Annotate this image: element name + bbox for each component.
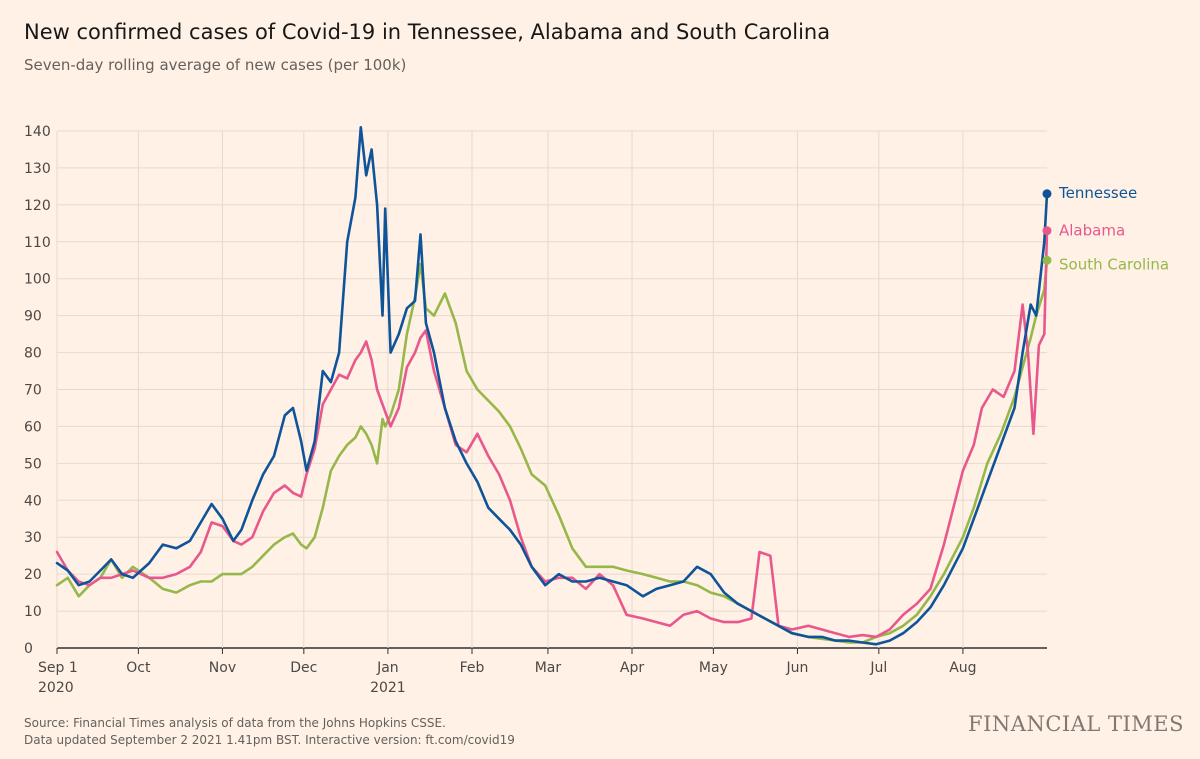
x-tick-label: Nov <box>209 660 236 676</box>
series-label-tennessee: Tennessee <box>1058 184 1137 202</box>
x-tick-label: Dec <box>290 660 317 676</box>
y-tick-label: 110 <box>24 235 51 251</box>
source-note: Source: Financial Times analysis of data… <box>24 716 446 730</box>
x-tick-label: Oct <box>126 660 151 676</box>
x-axis: Sep 1 2020 Oct Nov Dec Jan 2021 Feb Mar Apr May Jun… <box>38 648 977 696</box>
series-label-south-carolina: South Carolina <box>1059 255 1169 273</box>
y-tick-label: 70 <box>24 383 42 399</box>
series-labels: Tennessee Alabama South Carolina <box>1042 184 1169 273</box>
series-end-dot <box>1042 226 1052 236</box>
y-tick-label: 80 <box>24 346 42 362</box>
x-tick-sublabel: 2020 <box>38 680 74 696</box>
y-tick-label: 60 <box>24 419 42 435</box>
y-tick-label: 90 <box>24 309 42 325</box>
x-tick-label: Aug <box>949 660 976 676</box>
grid <box>56 130 1047 649</box>
y-tick-label: 40 <box>24 493 42 509</box>
series-end-dot <box>1042 255 1052 265</box>
x-tick-sublabel: 2021 <box>370 680 406 696</box>
x-tick-label: Jul <box>869 660 887 676</box>
series-label-alabama: Alabama <box>1059 222 1125 240</box>
y-tick-label: 30 <box>24 530 42 546</box>
x-tick-label: Mar <box>535 660 562 676</box>
x-tick-label: Apr <box>620 660 644 676</box>
y-tick-label: 10 <box>24 604 42 620</box>
series-lines <box>55 126 1049 646</box>
footer: Source: Financial Times analysis of data… <box>24 715 515 749</box>
series-end-dot <box>1042 189 1052 199</box>
line-chart: Sep 1 2020 Oct Nov Dec Jan 2021 Feb Mar Apr May Jun… <box>24 124 1169 696</box>
x-tick-label: Feb <box>460 660 485 676</box>
x-tick-label: May <box>699 660 728 676</box>
x-tick-label: Jun <box>786 660 809 676</box>
update-note: Data updated September 2 2021 1.41pm BST… <box>24 733 515 747</box>
y-tick-label: 140 <box>24 124 51 140</box>
x-tick-label: Jan <box>376 660 399 676</box>
x-tick-label: Sep 1 <box>38 660 78 676</box>
chart-title: New confirmed cases of Covid-19 in Tenne… <box>24 20 831 44</box>
series-line-tennessee <box>55 126 1049 646</box>
y-tick-label: 130 <box>24 161 51 177</box>
y-tick-label: 100 <box>24 272 51 288</box>
series-line-south-carolina <box>55 259 1049 644</box>
brand-logo: FINANCIAL TIMES <box>968 712 1184 736</box>
y-tick-label: 0 <box>24 641 33 657</box>
chart-subtitle: Seven-day rolling average of new cases (… <box>24 56 407 74</box>
y-axis: 0 10 20 30 40 50 60 70 80 90 100 110 120 130 140 <box>24 124 51 657</box>
y-tick-label: 20 <box>24 567 42 583</box>
y-tick-label: 50 <box>24 456 42 472</box>
y-tick-label: 120 <box>24 198 51 214</box>
series-line-alabama <box>55 229 1049 639</box>
